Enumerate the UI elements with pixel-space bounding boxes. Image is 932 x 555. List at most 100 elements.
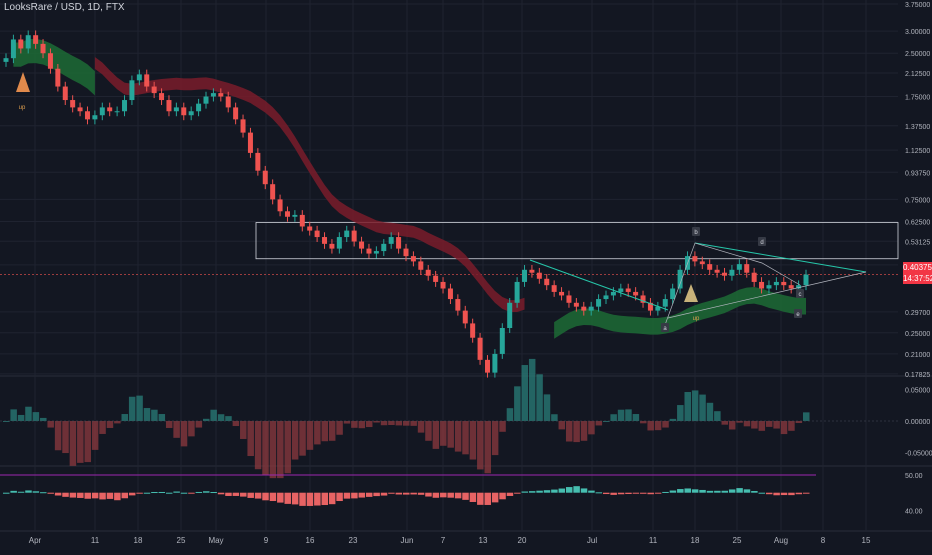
osc2-bar xyxy=(788,492,795,496)
candle-body xyxy=(714,269,720,273)
osc2-bar xyxy=(158,491,166,493)
candle-body xyxy=(373,251,379,254)
candle-body xyxy=(722,272,728,276)
y-tick-label: 0.17825 xyxy=(905,372,930,379)
y-tick-label: 3.75000 xyxy=(905,2,930,9)
osc1-bar xyxy=(69,421,77,466)
osc2-bar xyxy=(440,492,447,498)
osc2-bar xyxy=(714,490,721,493)
candle-body xyxy=(240,119,246,133)
osc2-bar xyxy=(180,492,188,494)
osc2-bar xyxy=(284,492,291,504)
point-label: d xyxy=(760,240,763,246)
candle-body xyxy=(262,170,268,185)
osc2-bar xyxy=(765,492,773,495)
candle-body xyxy=(470,323,476,338)
osc1-bar xyxy=(521,365,529,421)
osc1-bar xyxy=(395,421,403,426)
x-tick-label: Jun xyxy=(401,536,414,545)
osc2-bar xyxy=(306,492,314,506)
trendline xyxy=(694,242,867,273)
y-tick-label: 1.37500 xyxy=(905,124,930,131)
candle-body xyxy=(484,359,490,373)
candle-body xyxy=(499,328,505,354)
x-tick-label: 18 xyxy=(691,536,700,545)
x-tick-label: 25 xyxy=(733,536,742,545)
candle-body xyxy=(618,288,624,292)
osc1-tick-label: 0.00000 xyxy=(905,419,930,426)
osc1-bar xyxy=(365,421,373,428)
osc2-bar xyxy=(128,492,136,496)
osc1-bar xyxy=(728,421,736,430)
osc2-bar xyxy=(403,492,410,495)
osc2-bar xyxy=(343,492,351,499)
signal-label: up xyxy=(19,105,26,111)
osc1-bar xyxy=(321,421,329,442)
osc2-bar xyxy=(677,489,684,493)
osc2-bar xyxy=(151,492,158,494)
y-tick-label: 0.62500 xyxy=(905,220,930,227)
osc2-bar xyxy=(536,490,543,493)
osc2-bar xyxy=(25,490,32,493)
candle-body xyxy=(196,103,202,112)
candle-body xyxy=(62,86,68,101)
trendline xyxy=(529,259,669,311)
candle-body xyxy=(677,269,683,289)
osc1-bar xyxy=(691,390,699,421)
osc1-bar xyxy=(699,394,706,421)
osc1-bar xyxy=(758,421,766,431)
osc2-bar xyxy=(514,492,521,494)
osc1-bar xyxy=(165,421,173,428)
osc1-bar xyxy=(595,421,603,426)
y-tick-label: 0.29700 xyxy=(905,310,930,317)
osc1-bar xyxy=(565,421,573,442)
osc2-bar xyxy=(706,490,714,493)
candle-body xyxy=(529,269,535,273)
osc2-bar xyxy=(136,492,143,494)
candle-body xyxy=(425,269,431,276)
x-tick-label: 20 xyxy=(518,536,527,545)
oscillator-2 xyxy=(0,474,816,506)
candle-body xyxy=(559,291,565,296)
ribbon-bear xyxy=(94,56,525,312)
osc1-bar xyxy=(610,414,617,421)
osc1-bar xyxy=(314,421,321,445)
osc1-bar xyxy=(403,421,410,426)
trendline xyxy=(667,271,867,319)
osc2-bar xyxy=(647,492,654,495)
osc1-bar xyxy=(351,421,358,428)
osc2-bar xyxy=(743,489,751,493)
candle-body xyxy=(122,100,128,112)
osc2-bar xyxy=(254,492,262,499)
y-tick-label: 3.00000 xyxy=(905,29,930,36)
osc2-bar xyxy=(469,492,477,502)
candle-body xyxy=(381,243,387,252)
osc1-bar xyxy=(62,421,69,454)
osc2-tick-label: 40.00 xyxy=(905,508,923,515)
candle-body xyxy=(566,295,572,303)
point-label-box xyxy=(692,227,700,236)
x-tick-label: 9 xyxy=(264,536,269,545)
osc2-bar xyxy=(551,489,558,493)
osc2-bar xyxy=(751,491,758,493)
osc1-bar xyxy=(632,414,640,421)
x-tick-label: 23 xyxy=(349,536,358,545)
osc1-bar xyxy=(714,411,721,421)
candle-body xyxy=(625,288,631,292)
osc2-bar xyxy=(121,492,129,499)
candle-body xyxy=(633,291,639,296)
osc1-bar xyxy=(432,421,440,449)
candle-body xyxy=(803,274,809,286)
candle-body xyxy=(670,288,676,300)
osc1-bar xyxy=(203,418,210,421)
candle-body xyxy=(455,299,461,311)
osc1-bar xyxy=(677,405,684,421)
osc1-bar xyxy=(543,394,551,421)
osc1-bar xyxy=(588,421,595,435)
osc1-bar xyxy=(121,414,129,421)
candle-body xyxy=(588,306,594,311)
osc2-bar xyxy=(758,492,766,494)
osc2-bar xyxy=(10,490,17,493)
candle-body xyxy=(55,68,61,87)
